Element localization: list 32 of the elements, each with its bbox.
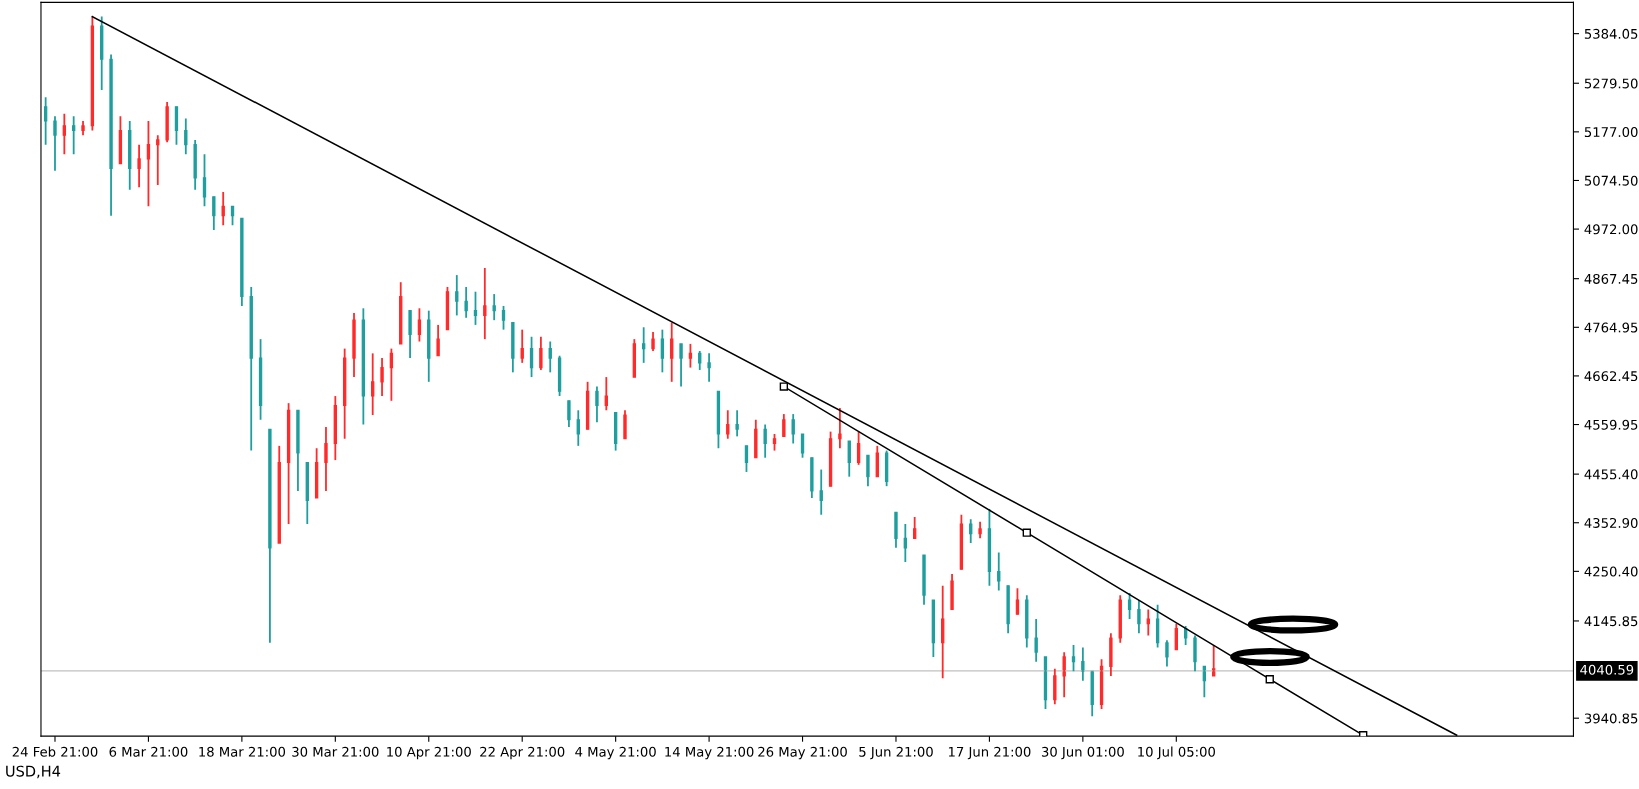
- x-tick-label: 26 May 21:00: [758, 746, 847, 760]
- x-tick-label: 17 Jun 21:00: [948, 746, 1031, 760]
- y-tick-label: 4764.95: [1584, 322, 1638, 333]
- x-tick-label: 10 Apr 21:00: [387, 746, 471, 760]
- y-tick-label: 4662.45: [1584, 371, 1638, 382]
- x-tick-label: 14 May 21:00: [665, 746, 754, 760]
- text: USD,H4: [6, 765, 61, 779]
- y-tick-label: 5177.00: [1584, 127, 1638, 138]
- x-tick-label: 22 Apr 21:00: [480, 746, 565, 760]
- y-tick-label: 4867.45: [1584, 273, 1638, 284]
- point: [779, 382, 789, 391]
- ref-line-label: 4040.59: [1580, 664, 1634, 675]
- x-tick-label: 5 Jun 21:00: [859, 746, 933, 760]
- x-tick-label: 4 May 21:00: [575, 746, 656, 760]
- y-tick-label: 3940.85: [1584, 713, 1638, 724]
- x-tick-label: 10 Jul 05:00: [1138, 746, 1215, 760]
- x-tick-label: 24 Feb 21:00: [12, 746, 98, 757]
- y-tick-label: 5279.50: [1584, 78, 1638, 89]
- x-tick-label: 18 Mar 21:00: [199, 746, 286, 757]
- x-tick-label: 6 Mar 21:00: [109, 746, 188, 757]
- x-tick-label: 30 Jun 01:00: [1041, 746, 1124, 760]
- y-tick-label: 5074.50: [1584, 175, 1638, 186]
- y-tick-label: 4250.40: [1584, 566, 1638, 577]
- y-tick-label: 4352.90: [1584, 517, 1638, 528]
- y-tick-label: 4559.95: [1584, 419, 1638, 430]
- y-tick-label: 4455.40: [1584, 469, 1638, 480]
- y-tick-label: 5384.05: [1584, 28, 1638, 39]
- y-tick-label: 4145.85: [1584, 616, 1638, 627]
- point: [1265, 675, 1274, 684]
- x-tick-label: 30 Mar 21:00: [292, 746, 379, 757]
- y-tick-label: 4972.00: [1584, 224, 1638, 235]
- point: [1022, 528, 1031, 537]
